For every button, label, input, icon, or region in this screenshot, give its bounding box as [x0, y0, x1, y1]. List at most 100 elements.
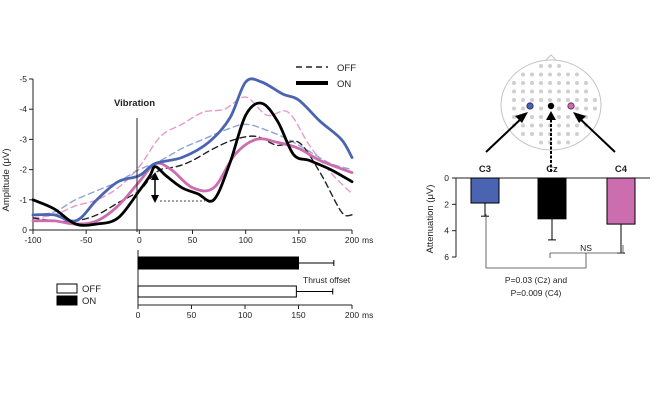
- erp-y-tick-label: -2: [19, 165, 27, 175]
- electrode-dot: [539, 140, 543, 145]
- electrode-c4: [567, 102, 575, 110]
- thrust-x-tick-label: 0: [136, 310, 141, 320]
- electrode-dot: [566, 72, 570, 77]
- attn-category-label: C4: [615, 164, 628, 175]
- head-outline: [500, 59, 602, 151]
- erp-x-tick-label: 50: [188, 235, 198, 245]
- arrow-c3-head: [515, 112, 528, 123]
- electrode-dot: [593, 98, 597, 102]
- erp-legend: OFF ON: [296, 63, 356, 90]
- erp-series-off: [32, 135, 353, 223]
- electrode-dot: [566, 132, 570, 136]
- electrode-dot: [584, 98, 588, 102]
- peak-arrow-head-up: [151, 172, 159, 180]
- thrust-panel: 0 50 100 150 200 Thrust offset ms OFF ON: [56, 250, 373, 320]
- electrode-dot: [539, 89, 543, 94]
- erp-series-c3-off: [32, 123, 353, 216]
- attn-y-tick-label: 6: [444, 252, 449, 262]
- erp-x-tick-label: 100: [239, 235, 253, 245]
- erp-series-on: [31, 101, 354, 227]
- electrode-dot: [521, 123, 525, 128]
- erp-y-axis: 0 -1 -2 -3 -4 -5: [19, 74, 34, 235]
- erp-x-tick-label: -50: [80, 235, 93, 245]
- electrode-dot: [557, 81, 561, 85]
- attn-bar-cz: [537, 177, 567, 220]
- electrode-dot: [530, 123, 534, 128]
- thrust-bar-on: [137, 256, 299, 270]
- thrust-x-tick-label: 50: [187, 310, 197, 320]
- arrow-c3: [485, 115, 525, 153]
- thrust-legend-off-label: OFF: [82, 284, 101, 295]
- electrode-dot: [548, 64, 552, 68]
- electrode-c3: [526, 102, 534, 110]
- electrode-dot: [548, 72, 552, 77]
- electrode-dot: [566, 115, 570, 119]
- ns-label: NS: [580, 243, 592, 253]
- erp-y-axis-label: Amplitude (μV): [1, 148, 12, 211]
- electrode-dot: [521, 72, 525, 77]
- electrode-dot: [548, 89, 552, 94]
- electrode-dot: [584, 89, 588, 94]
- electrode-dot: [575, 81, 579, 85]
- electrode-dot: [557, 89, 561, 94]
- scalp-electrode-map: [485, 54, 616, 172]
- electrode-dot: [557, 64, 561, 68]
- erp-x-tick-label: 150: [292, 235, 306, 245]
- peak-arrow-head-down: [151, 195, 159, 203]
- thrust-x-tick-label: 100: [238, 310, 252, 320]
- attn-y-tick-label: 0: [444, 173, 449, 183]
- electrode-dot: [512, 81, 516, 85]
- erp-series-c3-on: [31, 77, 354, 223]
- arrow-cz-head: [546, 111, 556, 120]
- erp-series-c4-off: [32, 96, 353, 219]
- electrode-dot: [557, 106, 561, 111]
- attn-y-tick-label: 2: [444, 199, 449, 209]
- arrow-c4: [576, 115, 616, 153]
- legend-on-label: ON: [337, 79, 351, 90]
- head-nose: [545, 54, 557, 61]
- electrode-dot: [575, 98, 579, 102]
- electrode-dot: [557, 98, 561, 102]
- electrode-dot: [521, 98, 525, 102]
- electrode-dot: [584, 81, 588, 85]
- thrust-x-tick-label: 200: [345, 310, 359, 320]
- p-bracket: [485, 214, 587, 269]
- electrode-dot: [539, 132, 543, 136]
- thrust-legend: OFF ON: [56, 283, 101, 307]
- vibration-label: Vibration: [114, 98, 155, 109]
- electrode-dot: [575, 132, 579, 136]
- electrode-dot: [566, 81, 570, 85]
- electrode-dot: [530, 81, 534, 85]
- electrode-dot: [548, 81, 552, 85]
- electrode-dot: [557, 132, 561, 136]
- attn-y-axis-label: Attenuation (μV): [425, 185, 436, 254]
- erp-y-tick-label: -4: [19, 104, 27, 114]
- electrode-dot: [530, 72, 534, 77]
- thrust-x-axis: 0 50 100 150 200: [136, 304, 359, 320]
- erp-y-tick-label: -5: [19, 74, 27, 84]
- electrode-dot: [557, 123, 561, 128]
- electrode-dots: [512, 64, 597, 145]
- electrode-dot: [566, 98, 570, 102]
- electrode-cz: [547, 102, 555, 110]
- electrode-dot: [566, 123, 570, 128]
- electrode-dot: [539, 98, 543, 102]
- erp-x-tick-label: 0: [137, 235, 142, 245]
- electrode-dot: [512, 115, 516, 119]
- electrode-dot: [548, 98, 552, 102]
- thrust-legend-off-swatch: [56, 283, 78, 294]
- electrode-dot: [566, 89, 570, 94]
- electrode-dot: [575, 106, 579, 111]
- attn-category-label: C3: [479, 164, 491, 175]
- thrust-legend-on-label: ON: [82, 296, 96, 307]
- electrode-dot: [575, 123, 579, 128]
- ns-bracket: [549, 245, 624, 258]
- thrust-x-unit: ms: [362, 310, 373, 320]
- attn-bar-c3: [470, 177, 500, 204]
- attn-bar-c4: [606, 177, 636, 225]
- electrode-dot: [539, 106, 543, 111]
- electrode-dot: [521, 106, 525, 111]
- electrode-dot: [521, 81, 525, 85]
- p-label-line1: P=0.03 (Cz) and: [505, 275, 567, 285]
- thrust-x-tick-label: 150: [291, 310, 305, 320]
